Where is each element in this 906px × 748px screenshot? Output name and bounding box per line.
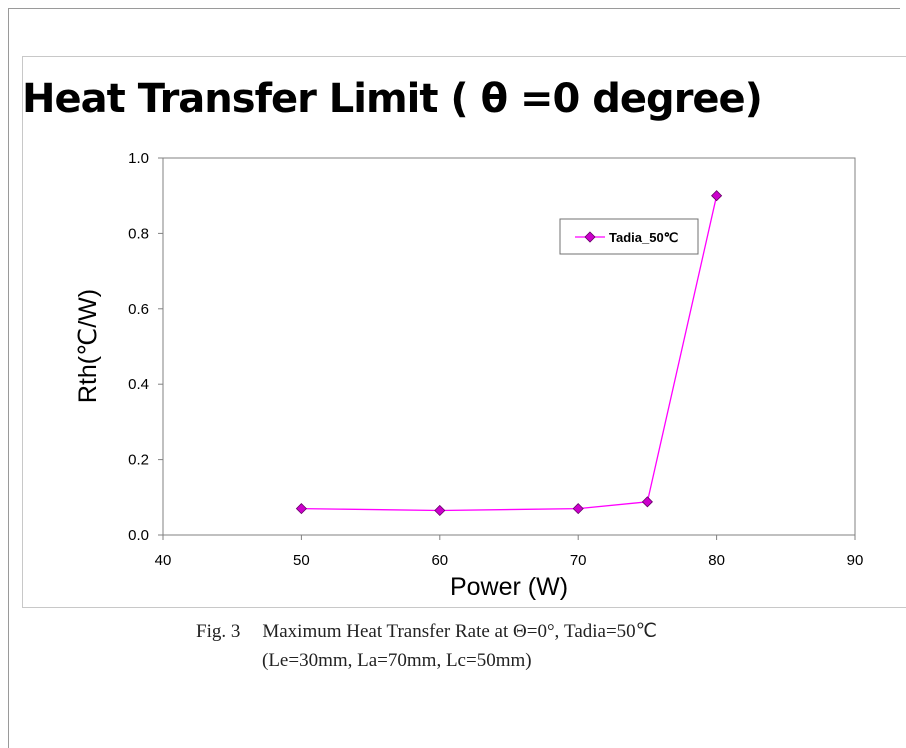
x-axis: 40 50 60 70 80 90 bbox=[155, 535, 864, 569]
y-axis-label: Rth(℃/W) bbox=[74, 289, 102, 403]
x-tick-label: 40 bbox=[155, 552, 172, 569]
x-tick-label: 90 bbox=[847, 552, 864, 569]
data-point bbox=[711, 190, 723, 202]
y-tick-label: 0.6 bbox=[128, 301, 149, 318]
figure-caption-text: Maximum Heat Transfer Rate at Θ=0°, Tadi… bbox=[262, 621, 658, 642]
y-axis: 0.0 0.2 0.4 0.6 0.8 1.0 bbox=[128, 150, 163, 544]
x-tick-label: 70 bbox=[570, 552, 587, 569]
data-point bbox=[572, 503, 584, 515]
x-tick-label: 60 bbox=[431, 552, 448, 569]
x-axis-label: Power (W) bbox=[450, 573, 568, 601]
legend: Tadia_50℃ bbox=[559, 218, 699, 255]
chart-title: Heat Transfer Limit ( θ =0 degree) bbox=[22, 76, 763, 122]
y-tick-label: 1.0 bbox=[128, 150, 149, 167]
y-tick-label: 0.0 bbox=[128, 527, 149, 544]
plot-area bbox=[162, 157, 856, 536]
y-tick-label: 0.2 bbox=[128, 452, 149, 469]
series-layer bbox=[295, 190, 723, 517]
legend-marker bbox=[584, 231, 596, 243]
page-frame bbox=[8, 8, 900, 748]
x-tick-label: 80 bbox=[708, 552, 725, 569]
chart-panel bbox=[22, 56, 906, 608]
figure-number: Fig. 3 bbox=[196, 621, 241, 642]
data-point bbox=[434, 504, 446, 517]
data-point bbox=[641, 496, 653, 508]
figure-caption-line2: (Le=30mm, La=70mm, Lc=50mm) bbox=[262, 650, 532, 671]
y-tick-label: 0.4 bbox=[128, 376, 149, 393]
x-tick-label: 50 bbox=[293, 552, 310, 569]
data-point bbox=[295, 503, 307, 515]
figure-caption-line1: Fig. 3 Maximum Heat Transfer Rate at Θ=0°… bbox=[196, 620, 657, 643]
legend-label: Tadia_50℃ bbox=[609, 230, 678, 245]
y-tick-label: 0.8 bbox=[128, 225, 149, 242]
